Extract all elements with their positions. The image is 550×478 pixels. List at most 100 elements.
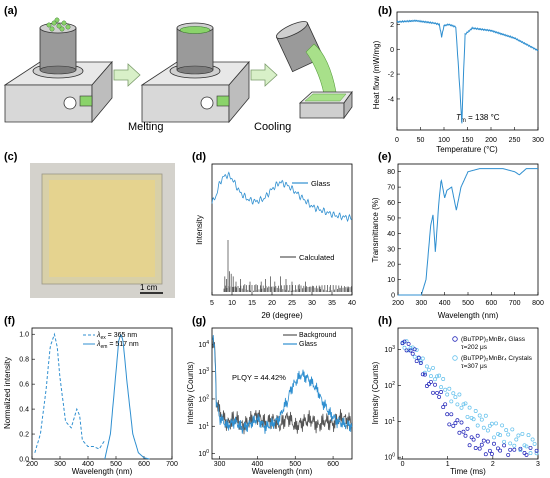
decay-point (467, 405, 472, 410)
x-axis-label: 2θ (degree) (261, 311, 303, 320)
decay-point (475, 423, 480, 428)
y-tick-label: 40 (387, 231, 395, 238)
decay-point (477, 446, 482, 451)
x-tick-label: 25 (288, 300, 296, 307)
plot-frame (31, 327, 173, 460)
panel-g-label: (g) (192, 315, 206, 327)
decay-point (506, 432, 511, 437)
x-tick-label: 3 (536, 461, 540, 468)
decay-point (510, 427, 515, 432)
decay-point (443, 402, 448, 407)
legend-glass: (BuTPP)₂MnBr₄ Glass (461, 336, 526, 343)
decay-point (418, 361, 423, 365)
decay-point (420, 356, 425, 361)
decay-point (483, 413, 488, 418)
decay-point (441, 377, 446, 381)
tick-labels: 0 1 2 3 103 102 101 100 (384, 345, 540, 468)
decay-point (479, 442, 484, 447)
decay-point (461, 402, 466, 407)
x-tick-label: 0 (401, 461, 405, 468)
panel-f-label: (f) (4, 315, 15, 327)
decay-point (431, 365, 435, 370)
plqy-annotation: PLQY = 44.42% (232, 373, 286, 382)
x-axis-label: Wavelength (nm) (252, 467, 313, 476)
crucible-icon (176, 27, 214, 71)
decay-point (522, 443, 527, 448)
y-tick-label: 100 (198, 449, 209, 458)
decay-point (418, 359, 423, 364)
y-tick-label: 0.4 (19, 407, 29, 414)
y-tick-label: 70 (387, 185, 395, 192)
decay-point (451, 423, 456, 428)
x-tick-label: 50 (417, 137, 425, 144)
decay-point (498, 433, 503, 438)
plot-frame (397, 163, 539, 296)
y-tick-label: 100 (384, 453, 395, 462)
x-tick-label: 600 (485, 300, 497, 307)
decay-point (451, 391, 456, 396)
step-melting-label: Melting (128, 121, 163, 133)
decay-point (449, 412, 454, 417)
x-tick-label: 100 (438, 137, 450, 144)
decay-point (435, 374, 440, 379)
decay-point (534, 451, 539, 456)
decay-point (492, 435, 496, 440)
decay-point (502, 439, 507, 444)
plot-frame (397, 327, 539, 460)
decay-point (516, 433, 521, 438)
decay-point (483, 452, 488, 457)
display-icon (216, 95, 230, 107)
decay-point (481, 438, 486, 443)
decay-point (431, 390, 435, 395)
y-tick-label: 0.8 (19, 357, 29, 364)
x-axis-label: Wavelength (nm) (72, 467, 133, 476)
decay-point (426, 367, 431, 372)
decay-points (400, 339, 539, 457)
y-tick-label: 103 (384, 345, 395, 354)
decay-point (518, 446, 523, 451)
x-tick-label: 150 (462, 137, 474, 144)
decay-point (441, 405, 446, 410)
x-tick-label: 20 (268, 300, 276, 307)
x-tick-label: 40 (348, 300, 356, 307)
decay-point (512, 447, 517, 452)
x-tick-label: 400 (252, 461, 264, 468)
tick-labels: 5 10 15 20 25 30 35 40 (210, 292, 356, 307)
decay-point (429, 374, 433, 379)
decay-point (481, 425, 486, 430)
decay-point (412, 354, 417, 359)
decay-point (477, 413, 482, 418)
y-tick-label: 30 (387, 246, 395, 253)
decay-point (522, 451, 527, 455)
y-tick-label: -4 (388, 96, 394, 103)
decay-point (402, 339, 407, 344)
decay-point (416, 355, 421, 360)
decay-point (422, 372, 427, 377)
decay-point (518, 448, 523, 453)
dsc-curve (396, 19, 539, 124)
decay-point (404, 348, 409, 353)
decay-point (461, 429, 466, 434)
pour-stream-icon (305, 43, 337, 95)
legend-crystals: (BuTPP)₂MnBr₄ Crystals (461, 355, 533, 362)
hotplate-1 (3, 17, 113, 124)
decay-point (445, 392, 450, 397)
panel-a-label: (a) (4, 5, 18, 17)
emission-curve (104, 334, 150, 460)
y-tick-label: 0.6 (19, 382, 29, 389)
excitation-curve (34, 332, 106, 453)
decay-point (485, 439, 490, 444)
panel-h-label: (h) (378, 315, 392, 327)
y-axis-label: Normalized intensity (3, 357, 12, 429)
x-tick-label: 5 (210, 300, 214, 307)
x-tick-label: 600 (327, 461, 339, 468)
x-tick-label: 700 (166, 461, 178, 468)
decay-point (463, 401, 468, 406)
decay-point (508, 441, 513, 446)
decay-point (504, 428, 509, 433)
legend-crystals-tau: τ=307 μs (461, 363, 488, 370)
decay-point (494, 421, 498, 426)
plot-frame (211, 163, 353, 296)
x-tick-label: 1 (446, 461, 450, 468)
y-axis-label: Intensity (195, 215, 204, 245)
